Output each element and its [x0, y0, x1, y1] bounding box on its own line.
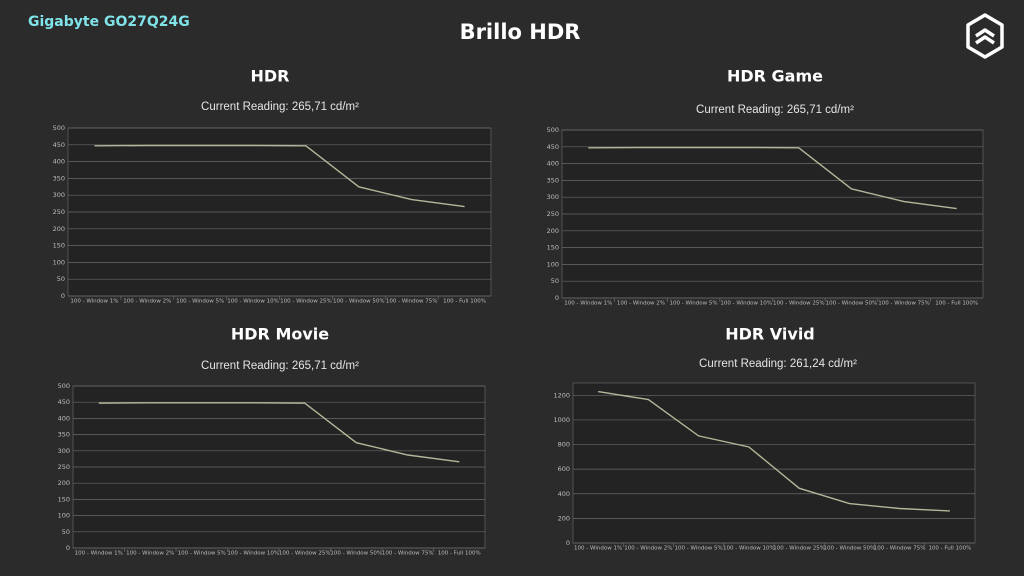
- x-tick-label: 100 - Window 25%: [773, 546, 825, 552]
- x-tick-label: 100 - Window 1%: [75, 551, 123, 557]
- x-tick-label: 100 - Window 10%: [720, 301, 772, 307]
- x-tick-label: 100 - Window 10%: [227, 551, 279, 557]
- x-tick-label: 100 - Window 1%: [564, 301, 612, 307]
- y-tick-label: 200: [58, 479, 70, 487]
- chart-title: HDR: [251, 67, 290, 86]
- y-tick-label: 0: [555, 294, 559, 302]
- chart-title: HDR Movie: [231, 325, 329, 344]
- x-tick-label: 100 - Window 10%: [723, 546, 775, 552]
- y-tick-label: 600: [558, 465, 570, 473]
- x-tick-label: 100 - Window 50%: [330, 551, 382, 557]
- x-tick-label: 100 - Full 100%: [935, 301, 978, 307]
- y-tick-label: 50: [57, 275, 65, 283]
- y-tick-label: 250: [547, 210, 559, 218]
- x-tick-label: 100 - Window 2%: [624, 546, 672, 552]
- x-tick-label: 100 - Window 25%: [279, 551, 331, 557]
- y-tick-label: 150: [53, 242, 65, 250]
- plot-area: [572, 382, 976, 544]
- x-tick-label: 100 - Window 2%: [123, 299, 171, 305]
- data-line: [94, 144, 465, 208]
- x-tick-label: 100 - Window 1%: [70, 299, 118, 305]
- x-tick-label: 100 - Window 5%: [675, 546, 723, 552]
- y-tick-label: 200: [53, 225, 65, 233]
- x-tick-label: 100 - Window 1%: [574, 546, 622, 552]
- y-tick-label: 400: [558, 490, 570, 498]
- x-tick-label: 100 - Window 75%: [382, 551, 434, 557]
- chart-title: HDR Vivid: [725, 325, 815, 344]
- y-tick-label: 50: [62, 528, 70, 536]
- chart-subtitle: Current Reading: 265,71 cd/m²: [201, 101, 359, 113]
- y-tick-label: 800: [558, 441, 570, 449]
- x-tick-label: 100 - Full 100%: [443, 299, 486, 305]
- x-tick-label: 100 - Full 100%: [928, 546, 971, 552]
- y-tick-label: 400: [53, 158, 65, 166]
- y-tick-label: 500: [53, 124, 65, 132]
- y-tick-label: 50: [551, 277, 559, 285]
- y-tick-label: 100: [58, 512, 70, 520]
- y-tick-label: 500: [547, 126, 559, 134]
- y-tick-label: 150: [547, 244, 559, 252]
- y-tick-label: 350: [53, 174, 65, 182]
- y-tick-label: 0: [566, 539, 570, 547]
- x-tick-label: 100 - Window 50%: [826, 301, 878, 307]
- y-tick-label: 350: [547, 176, 559, 184]
- y-tick-label: 350: [58, 431, 70, 439]
- data-line: [98, 402, 460, 463]
- y-tick-label: 100: [53, 258, 65, 266]
- y-tick-label: 200: [558, 514, 570, 522]
- logo: [966, 13, 1004, 59]
- x-tick-label: 100 - Full 100%: [438, 551, 481, 557]
- slide-title: Brillo HDR: [460, 20, 581, 44]
- chart-subtitle: Current Reading: 265,71 cd/m²: [696, 104, 854, 116]
- y-tick-label: 450: [53, 141, 65, 149]
- y-tick-label: 500: [58, 382, 70, 390]
- x-tick-label: 100 - Window 2%: [617, 301, 665, 307]
- y-tick-label: 450: [58, 398, 70, 406]
- x-tick-label: 100 - Window 25%: [280, 299, 332, 305]
- x-tick-label: 100 - Window 25%: [773, 301, 825, 307]
- x-tick-label: 100 - Window 75%: [874, 546, 926, 552]
- y-tick-label: 1000: [553, 416, 570, 424]
- y-tick-label: 0: [61, 292, 65, 300]
- y-tick-label: 300: [547, 193, 559, 201]
- y-tick-label: 0: [66, 544, 70, 552]
- x-tick-label: 100 - Window 5%: [669, 301, 717, 307]
- x-tick-label: 100 - Window 75%: [386, 299, 438, 305]
- brand: Gigabyte GO27Q24G: [28, 14, 190, 30]
- y-tick-label: 450: [547, 143, 559, 151]
- x-tick-label: 100 - Window 50%: [824, 546, 876, 552]
- y-tick-label: 300: [53, 191, 65, 199]
- x-tick-label: 100 - Window 75%: [878, 301, 930, 307]
- y-tick-label: 400: [547, 160, 559, 168]
- x-tick-label: 100 - Window 5%: [176, 299, 224, 305]
- y-tick-label: 250: [53, 208, 65, 216]
- y-tick-label: 250: [58, 463, 70, 471]
- chart-subtitle: Current Reading: 261,24 cd/m²: [699, 358, 857, 370]
- x-tick-label: 100 - Window 5%: [178, 551, 226, 557]
- data-line: [597, 390, 950, 512]
- y-tick-label: 150: [58, 495, 70, 503]
- y-tick-label: 400: [58, 414, 70, 422]
- chart-subtitle: Current Reading: 265,71 cd/m²: [201, 360, 359, 372]
- x-tick-label: 100 - Window 2%: [126, 551, 174, 557]
- x-tick-label: 100 - Window 50%: [333, 299, 385, 305]
- data-line: [588, 146, 957, 210]
- y-tick-label: 1200: [553, 391, 570, 399]
- chart-title: HDR Game: [727, 67, 823, 86]
- y-tick-label: 300: [58, 447, 70, 455]
- x-tick-label: 100 - Window 10%: [227, 299, 279, 305]
- y-tick-label: 200: [547, 227, 559, 235]
- y-tick-label: 100: [547, 260, 559, 268]
